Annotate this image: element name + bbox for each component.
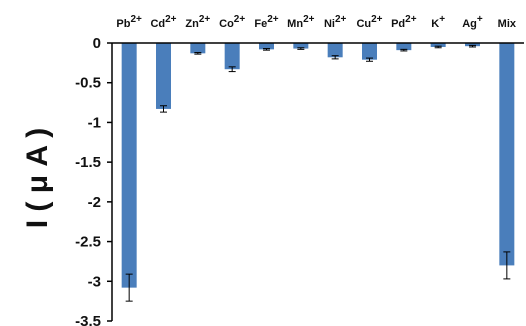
bar: [499, 43, 515, 266]
bar: [430, 43, 446, 47]
category-label: Mn2+: [287, 14, 314, 30]
category-label: Pd2+: [391, 14, 417, 30]
y-axis-label: I ( μ A ): [21, 128, 54, 229]
error-bar: [366, 57, 373, 62]
category-label: Ni2+: [324, 14, 347, 30]
bar: [224, 43, 240, 70]
error-bars-group: [125, 44, 511, 302]
y-ticks-group: 0 -0.5 -1 -1.5 -2 -2.5 -3 -3.5: [75, 35, 112, 326]
category-label: Mix: [498, 18, 517, 30]
category-label: Pb2+: [116, 14, 142, 30]
error-bar: [331, 55, 339, 60]
category-label: Ag+: [462, 14, 483, 30]
y-tick-label: -1.5: [75, 154, 101, 171]
category-label: Fe2+: [254, 14, 278, 30]
bar: [156, 43, 171, 109]
bars-group: [121, 43, 515, 288]
bar: [396, 43, 412, 51]
y-tick-label: -0.5: [75, 75, 101, 92]
error-bar: [125, 273, 133, 302]
category-label: Cu2+: [356, 14, 382, 30]
error-bar: [469, 44, 476, 48]
category-label: K+: [431, 14, 445, 30]
bar: [121, 43, 137, 288]
error-bar: [297, 47, 305, 50]
bar: [362, 43, 377, 60]
bar: [259, 43, 274, 50]
y-tick-label: -2.5: [75, 234, 101, 251]
bar: [293, 43, 309, 49]
bar: [190, 43, 206, 54]
y-tick-label: -3.5: [75, 313, 101, 326]
error-bar: [434, 45, 442, 49]
category-label: Co2+: [219, 14, 245, 30]
error-bar: [160, 105, 167, 113]
category-labels-group: Pb2+ Cd2+ Zn2+ Co2+ Fe2+ Mn2+ Ni2+ Cu2+ Pd2+ K+ Ag…: [116, 14, 516, 30]
category-label: Zn2+: [185, 14, 210, 30]
error-bar: [503, 251, 511, 280]
error-bar: [400, 48, 408, 52]
y-tick-label: -1: [88, 114, 101, 131]
bar: [327, 43, 343, 58]
y-tick-label: 0: [93, 35, 101, 52]
bar: [465, 43, 480, 47]
y-tick-label: -2: [88, 194, 101, 211]
y-tick-label: -3: [88, 273, 101, 290]
error-bar: [228, 66, 236, 73]
category-label: Cd2+: [150, 14, 176, 30]
error-bar: [263, 48, 270, 51]
error-bar: [194, 52, 202, 55]
